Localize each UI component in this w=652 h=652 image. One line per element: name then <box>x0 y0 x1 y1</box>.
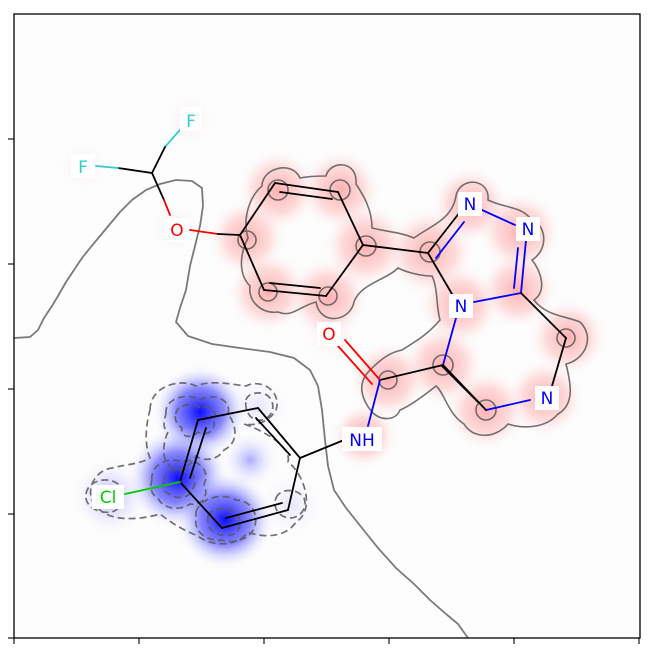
svg-text:F: F <box>186 112 196 132</box>
svg-text:N: N <box>455 297 468 317</box>
molecule-bonds <box>95 123 567 529</box>
atom-label-nh: NH <box>342 427 382 451</box>
atom-labels: F F O N N N N O <box>71 107 559 509</box>
axis-ticks <box>8 138 640 644</box>
zero-contour-line <box>13 179 469 639</box>
svg-text:N: N <box>464 195 477 215</box>
svg-text:F: F <box>78 158 88 178</box>
svg-text:NH: NH <box>349 431 375 451</box>
atom-label-n1: N <box>458 192 482 216</box>
axes-frame <box>13 13 641 639</box>
atom-label-f2: F <box>71 154 95 178</box>
atom-label-n4: N <box>535 386 559 410</box>
svg-text:O: O <box>322 325 335 345</box>
atom-label-f1: F <box>180 107 202 132</box>
positive-heat-region <box>57 94 608 470</box>
atom-label-o-ether: O <box>165 218 189 242</box>
atom-label-n3: N <box>449 294 473 318</box>
svg-text:Cl: Cl <box>100 488 117 508</box>
atom-label-o-amide: O <box>317 322 341 346</box>
svg-text:O: O <box>170 221 183 241</box>
atom-label-n2: N <box>516 217 540 241</box>
svg-text:N: N <box>522 220 535 240</box>
svg-text:N: N <box>541 389 554 409</box>
atom-label-cl: Cl <box>92 485 124 509</box>
